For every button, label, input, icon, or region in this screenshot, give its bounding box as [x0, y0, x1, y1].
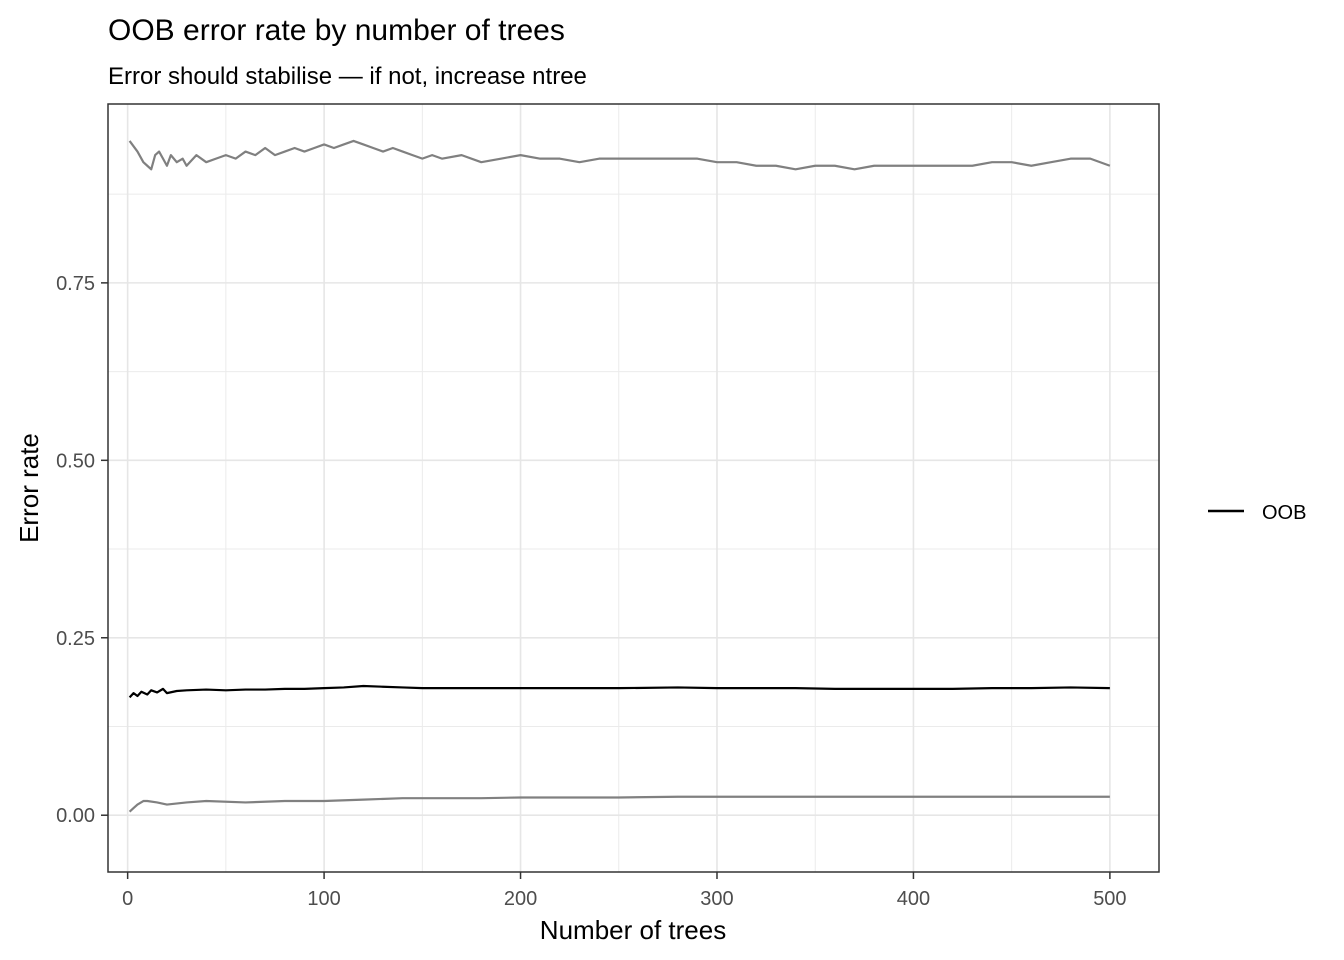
plot-border: [107, 103, 1160, 873]
x-tick-label: 200: [504, 888, 537, 910]
grid-layer: [108, 104, 1159, 872]
y-tick-label: 0.75: [56, 273, 95, 295]
series-layer: [128, 139, 1111, 813]
axes-layer: 0 100 200 300 400 500 0.00 0.25 0.50 0.75: [56, 273, 1127, 910]
series-line-oob: [128, 684, 1110, 699]
legend: OOB: [1208, 502, 1306, 524]
x-axis-title: Number of trees: [540, 915, 726, 945]
x-tick-label: 300: [700, 888, 733, 910]
chart-subtitle: Error should stabilise — if not, increas…: [108, 63, 587, 90]
y-tick-label: 0.00: [56, 805, 95, 827]
x-tick-label: 0: [122, 888, 133, 910]
y-tick-label: 0.25: [56, 628, 95, 650]
y-axis-title: Error rate: [14, 433, 44, 543]
legend-label-oob: OOB: [1262, 502, 1306, 524]
series-line-upper: [128, 139, 1111, 171]
series-line-lower: [128, 795, 1110, 813]
y-tick-label: 0.50: [56, 450, 95, 472]
x-tick-label: 400: [897, 888, 930, 910]
x-tick-label: 500: [1093, 888, 1126, 910]
x-tick-label: 100: [307, 888, 340, 910]
chart-title: OOB error rate by number of trees: [108, 14, 565, 47]
